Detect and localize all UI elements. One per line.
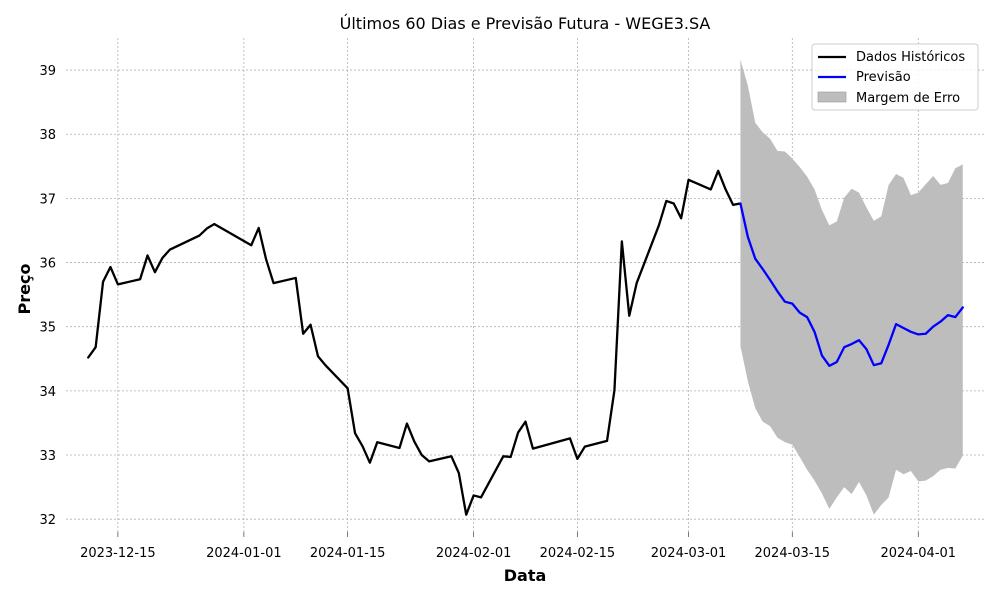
legend-box xyxy=(811,43,979,111)
x-gridlines xyxy=(117,38,919,537)
y-tick-labels: 32 33 34 35 36 37 38 39 xyxy=(39,64,56,528)
legend-error-band-swatch xyxy=(817,91,847,103)
error-band-area xyxy=(740,59,963,515)
x-tick-label: 2024-03-01 xyxy=(651,546,727,561)
legend: Dados Históricos Previsão Margem de Erro xyxy=(811,43,979,111)
legend-error-band-label: Margem de Erro xyxy=(856,91,960,106)
series-lines-layer xyxy=(87,169,964,516)
y-tick-label: 32 xyxy=(39,513,56,528)
y-tick-label: 33 xyxy=(39,449,56,464)
y-axis-label: Preço xyxy=(15,264,34,315)
x-tick-label: 2024-01-01 xyxy=(206,546,282,561)
x-tick-labels: 2023-12-15 2024-01-01 2024-01-15 2024-02-01… xyxy=(80,546,956,561)
historical-price-line xyxy=(87,169,742,516)
x-tick-label: 2024-02-01 xyxy=(436,546,512,561)
x-tick-label: 2024-04-01 xyxy=(881,546,957,561)
forecast-line xyxy=(739,202,964,367)
x-tick-label: 2024-01-15 xyxy=(310,546,386,561)
error-band-layer xyxy=(740,59,963,515)
y-tick-label: 35 xyxy=(39,321,56,336)
y-tick-label: 37 xyxy=(39,192,56,207)
y-tick-label: 39 xyxy=(39,64,56,79)
y-tick-label: 34 xyxy=(39,385,56,400)
x-tick-label: 2023-12-15 xyxy=(80,546,156,561)
chart-title: Últimos 60 Dias e Previsão Futura - WEGE… xyxy=(340,14,711,33)
legend-forecast-label: Previsão xyxy=(856,70,911,85)
y-tick-label: 38 xyxy=(39,128,56,143)
y-tick-label: 36 xyxy=(39,257,56,272)
x-tick-label: 2024-02-15 xyxy=(540,546,616,561)
x-tick-label: 2024-03-15 xyxy=(755,546,831,561)
legend-historical-label: Dados Históricos xyxy=(856,50,965,65)
x-axis-label: Data xyxy=(504,566,547,585)
